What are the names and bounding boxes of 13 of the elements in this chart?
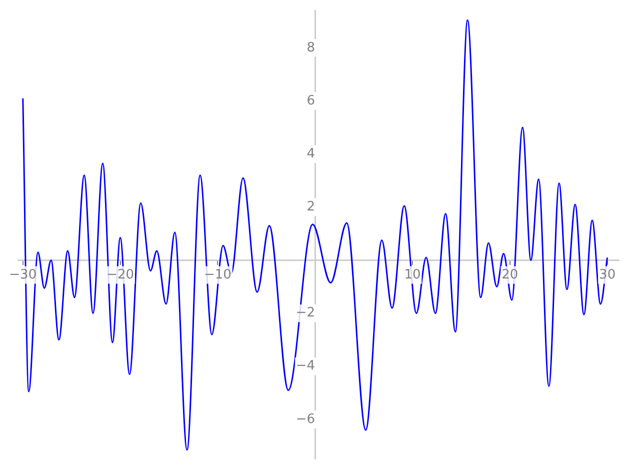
y-tick-label: 4 xyxy=(306,146,316,162)
y-tick-label: −6 xyxy=(296,412,316,427)
x-tick-label: −20 xyxy=(106,267,134,282)
y-tick-label: 2 xyxy=(306,200,316,215)
y-tick-label: 6 xyxy=(306,93,316,108)
y-tick-label: −4 xyxy=(296,358,316,374)
x-tick-label: 10 xyxy=(404,267,421,282)
x-tick-label: 20 xyxy=(502,267,518,282)
x-tick-label: −10 xyxy=(204,267,232,282)
y-tick-label: −2 xyxy=(296,306,316,321)
x-tick-label: −30 xyxy=(9,267,37,282)
y-tick-label: 8 xyxy=(306,40,316,56)
x-tick-label: 30 xyxy=(599,267,616,282)
